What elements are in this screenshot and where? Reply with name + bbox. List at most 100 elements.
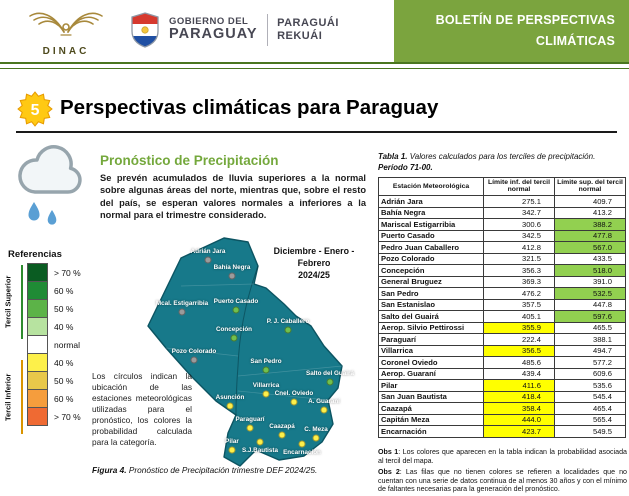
legend-swatch — [27, 281, 48, 300]
limit-inf-cell: 405.1 — [483, 310, 555, 323]
station-cell: Salto del Guairá — [378, 310, 484, 323]
terciles-table: Estación Meteorológica Límite inf. del t… — [378, 176, 626, 438]
badge-number: 5 — [31, 102, 40, 119]
station-label: C. Meza — [304, 426, 328, 433]
station-label: Pozo Colorado — [171, 348, 217, 355]
station-cell: Pedro Juan Caballero — [378, 241, 484, 254]
obs1-label: Obs 1 — [378, 448, 399, 456]
limit-inf-cell: 485.6 — [483, 356, 555, 369]
rain-cloud-icon — [10, 144, 90, 237]
legend-label: 40 % — [54, 357, 74, 368]
limit-sup-cell: 532.5 — [554, 287, 626, 300]
figure-caption: Figura 4. Pronóstico de Precipitación tr… — [92, 465, 317, 475]
table-row: Aerop. Guaraní 439.4 609.6 — [378, 367, 626, 381]
station-label: Bahía Negra — [213, 264, 251, 271]
station-label: Puerto Casado — [213, 298, 259, 305]
station-cell: Paraguarí — [378, 333, 484, 346]
limit-inf-cell: 222.4 — [483, 333, 555, 346]
table-body: Adrián Jara 275.1 409.7 Bahía Negra 342.7 413… — [378, 195, 626, 438]
table-row: Salto del Guairá 405.1 597.6 — [378, 310, 626, 323]
limit-sup-cell: 465.4 — [554, 402, 626, 415]
table-row: Encarnación 423.7 549.5 — [378, 425, 626, 438]
station-dot-gray — [178, 308, 186, 316]
station-dot-yellow — [320, 406, 328, 414]
paraguay-map: Adrián Jara Bahía Negra Mcal. Estigarribia… — [136, 226, 374, 478]
tercil-inferior-label: Tercil Inferior — [3, 373, 13, 421]
table-row: Bahía Negra 342.7 413.2 — [378, 206, 626, 220]
station-cell: Adrián Jara — [378, 195, 484, 208]
legend-title: Referencias — [8, 249, 62, 260]
limit-sup-cell: 565.4 — [554, 413, 626, 427]
station-dot-yellow — [290, 398, 298, 406]
legend-label: 50 % — [54, 303, 74, 314]
dinac-wings-icon — [29, 12, 103, 36]
gov-line2: PARAGUAY — [169, 26, 258, 43]
gov-divider — [266, 14, 269, 46]
dinac-logo: DINAC — [20, 6, 112, 57]
star-badge-icon: 5 — [17, 91, 53, 127]
legend-item: > 70 % — [27, 407, 81, 426]
legend-swatch — [27, 299, 48, 318]
limit-inf-cell: 423.7 — [483, 425, 555, 438]
table-row: San Juan Bautista 418.4 545.4 — [378, 390, 626, 404]
gov-wordmark-gn: PARAGUÁI REKUÁI — [277, 17, 339, 43]
station-cell: Pozo Colorado — [378, 252, 484, 266]
table-row: Adrián Jara 275.1 409.7 — [378, 195, 626, 208]
limit-sup-cell: 413.2 — [554, 206, 626, 220]
header-divider — [0, 62, 629, 69]
table-row: Pozo Colorado 321.5 433.5 — [378, 252, 626, 266]
gov-wordmark-es: GOBIERNO DEL PARAGUAY — [169, 15, 258, 43]
limit-sup-cell: 433.5 — [554, 252, 626, 266]
season-line2: 2024/25 — [298, 269, 330, 280]
limit-sup-cell: 609.6 — [554, 367, 626, 381]
map-stations: Adrián Jara Bahía Negra Mcal. Estigarribia… — [136, 226, 374, 478]
obs1: Obs 1: Los colores que aparecen en la ta… — [378, 448, 627, 466]
obs1-text: : Los colores que aparecen en la tabla i… — [378, 448, 627, 465]
station-cell: San Estanislao — [378, 298, 484, 312]
section-number-badge: 5 — [17, 91, 53, 127]
table-row: Pilar 411.6 535.6 — [378, 379, 626, 392]
station-label: Adrián Jara — [190, 248, 226, 255]
limit-sup-cell: 465.5 — [554, 321, 626, 335]
station-dot-green — [262, 366, 270, 374]
limit-sup-cell: 597.6 — [554, 310, 626, 323]
table-row: Aerop. Silvio Pettirossi 355.9 465.5 — [378, 321, 626, 335]
station-label: Villarrica — [252, 382, 280, 389]
limit-inf-cell: 342.5 — [483, 229, 555, 243]
table-row: Puerto Casado 342.5 477.8 — [378, 229, 626, 243]
limit-sup-cell: 494.7 — [554, 344, 626, 358]
station-cell: Aerop. Guaraní — [378, 367, 484, 381]
station-cell: Villarrica — [378, 344, 484, 358]
table-caption-period: Período 71-00. — [378, 162, 433, 172]
station-cell: Bahía Negra — [378, 206, 484, 220]
station-label: Concepción — [215, 326, 253, 333]
station-cell: General Bruguez — [378, 275, 484, 289]
station-cell: Caazapá — [378, 402, 484, 415]
figure-caption-rest: Pronóstico de Precipitación trimestre DE… — [126, 465, 318, 475]
gov-line1: GOBIERNO DEL — [169, 15, 249, 27]
legend-swatch — [27, 263, 48, 282]
station-label: Caazapá — [269, 423, 295, 430]
table-row: Caazapá 358.4 465.4 — [378, 402, 626, 415]
government-logo: GOBIERNO DEL PARAGUAY PARAGUÁI REKUÁI — [130, 12, 339, 48]
table-row: Concepción 356.3 518.0 — [378, 264, 626, 277]
terciles-table-section: Tabla 1. Valores calculados para los ter… — [378, 152, 626, 438]
station-dot-green — [232, 306, 240, 314]
station-dot-green — [230, 334, 238, 342]
station-dot-yellow — [298, 440, 306, 448]
table-row: Mariscal Estigarribia 300.6 388.2 — [378, 218, 626, 231]
station-label: S.J.Bautista — [241, 447, 279, 454]
station-label: A. Guaraní — [308, 398, 340, 405]
limit-sup-cell: 409.7 — [554, 195, 626, 208]
legend-swatch — [27, 317, 48, 336]
limit-inf-cell: 369.3 — [483, 275, 555, 289]
legend-label: 60 % — [54, 285, 74, 296]
legend-swatch — [27, 407, 48, 426]
station-cell: Pilar — [378, 379, 484, 392]
limit-inf-cell: 300.6 — [483, 218, 555, 231]
gov-line4: REKUÁI — [277, 30, 323, 42]
limit-inf-cell: 355.9 — [483, 321, 555, 335]
station-dot-yellow — [256, 438, 264, 446]
table-row: San Estanislao 357.5 447.8 — [378, 298, 626, 312]
dinac-label: DINAC — [42, 46, 90, 57]
